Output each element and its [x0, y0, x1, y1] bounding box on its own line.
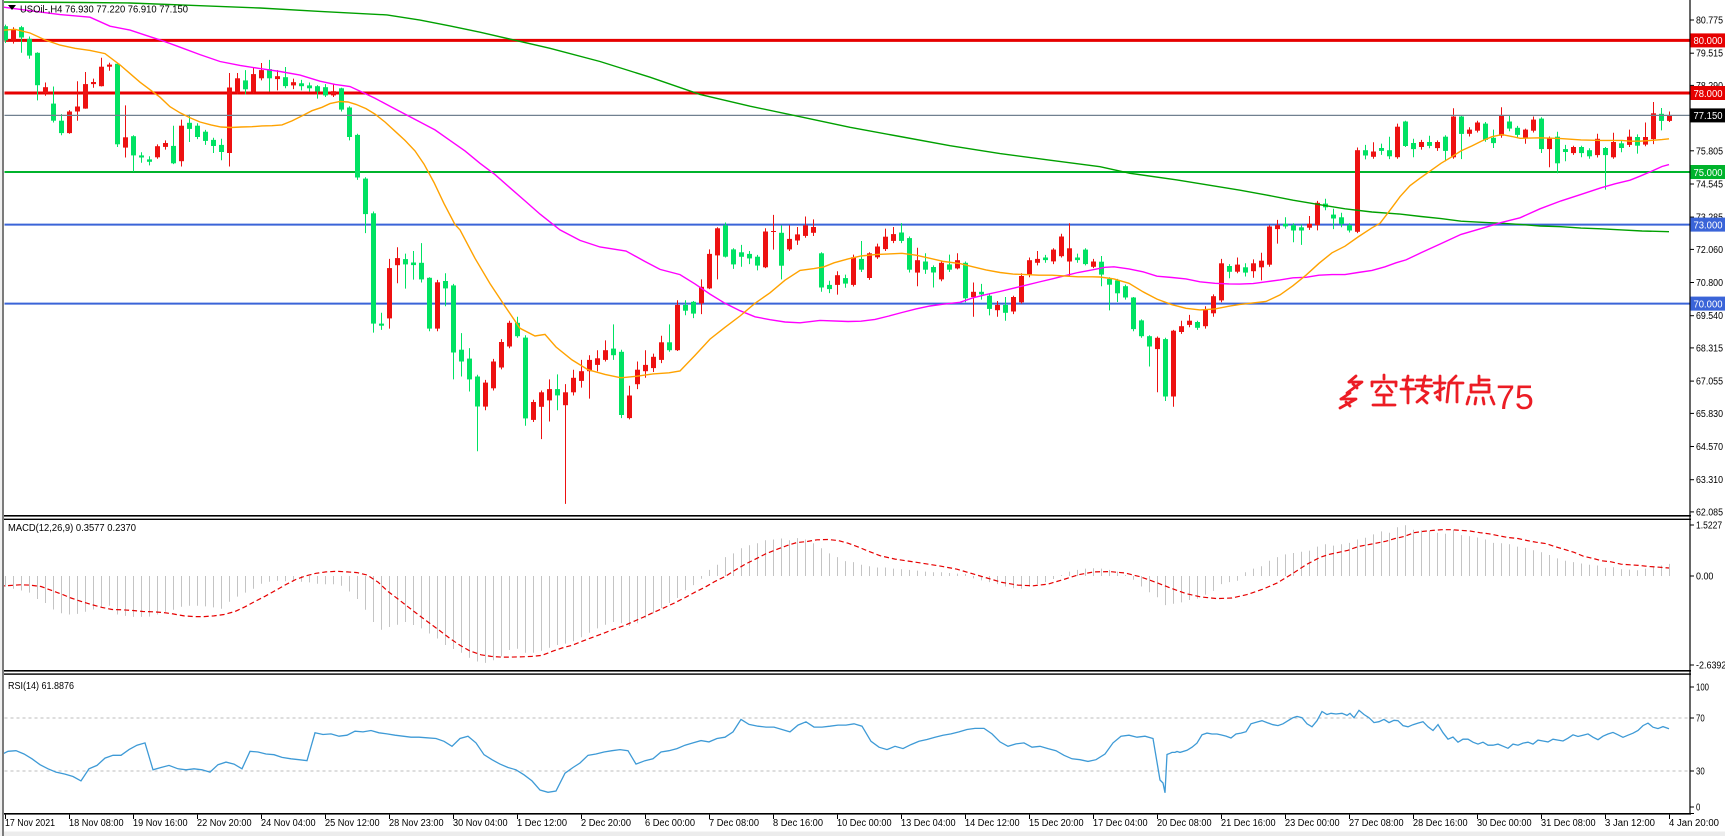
svg-text:USOil-,H4 76.930 77.220 76.910: USOil-,H4 76.930 77.220 76.910 77.150	[20, 4, 188, 16]
svg-text:MACD(12,26,9) 0.3577 0.2370: MACD(12,26,9) 0.3577 0.2370	[8, 522, 136, 534]
svg-text:77.150: 77.150	[1694, 111, 1723, 122]
svg-text:62.085: 62.085	[1696, 507, 1723, 518]
svg-text:64.570: 64.570	[1696, 442, 1723, 453]
svg-text:65.830: 65.830	[1696, 409, 1723, 420]
svg-text:80.000: 80.000	[1694, 36, 1723, 47]
svg-text:27 Dec 08:00: 27 Dec 08:00	[1349, 818, 1404, 829]
svg-text:19 Nov 16:00: 19 Nov 16:00	[133, 818, 188, 829]
svg-text:75.805: 75.805	[1696, 146, 1723, 157]
svg-text:20 Dec 08:00: 20 Dec 08:00	[1157, 818, 1212, 829]
svg-text:1 Dec 12:00: 1 Dec 12:00	[517, 818, 568, 829]
svg-text:31 Dec 08:00: 31 Dec 08:00	[1541, 818, 1596, 829]
svg-text:7 Dec 08:00: 7 Dec 08:00	[709, 818, 760, 829]
svg-text:78.000: 78.000	[1694, 89, 1723, 100]
svg-text:30: 30	[1696, 767, 1705, 778]
svg-text:0: 0	[1696, 803, 1701, 814]
svg-text:72.060: 72.060	[1696, 245, 1723, 256]
svg-text:74.545: 74.545	[1696, 180, 1723, 191]
svg-text:70.800: 70.800	[1696, 278, 1723, 289]
svg-text:70.000: 70.000	[1694, 299, 1723, 310]
svg-text:17 Dec 04:00: 17 Dec 04:00	[1093, 818, 1148, 829]
svg-text:63.310: 63.310	[1696, 475, 1723, 486]
svg-text:75: 75	[1496, 379, 1534, 417]
svg-text:0.00: 0.00	[1696, 572, 1714, 583]
svg-text:14 Dec 12:00: 14 Dec 12:00	[965, 818, 1020, 829]
svg-text:79.515: 79.515	[1696, 49, 1723, 60]
svg-text:75.000: 75.000	[1694, 168, 1723, 179]
svg-text:30 Nov 04:00: 30 Nov 04:00	[453, 818, 508, 829]
svg-text:69.540: 69.540	[1696, 311, 1723, 322]
svg-text:25 Nov 12:00: 25 Nov 12:00	[325, 818, 380, 829]
svg-text:70: 70	[1696, 714, 1705, 725]
svg-text:2 Dec 20:00: 2 Dec 20:00	[581, 818, 632, 829]
svg-text:30 Dec 00:00: 30 Dec 00:00	[1477, 818, 1532, 829]
svg-text:28 Dec 16:00: 28 Dec 16:00	[1413, 818, 1468, 829]
svg-text:21 Dec 16:00: 21 Dec 16:00	[1221, 818, 1276, 829]
svg-text:24 Nov 04:00: 24 Nov 04:00	[261, 818, 316, 829]
svg-text:3 Jan 12:00: 3 Jan 12:00	[1605, 818, 1656, 829]
svg-text:17 Nov 2021: 17 Nov 2021	[5, 818, 55, 829]
svg-text:6 Dec 00:00: 6 Dec 00:00	[645, 818, 696, 829]
svg-text:10 Dec 00:00: 10 Dec 00:00	[837, 818, 892, 829]
svg-text:23 Dec 00:00: 23 Dec 00:00	[1285, 818, 1340, 829]
svg-text:-2.6392: -2.6392	[1696, 661, 1725, 672]
svg-text:13 Dec 04:00: 13 Dec 04:00	[901, 818, 956, 829]
svg-text:67.055: 67.055	[1696, 377, 1723, 388]
svg-text:68.315: 68.315	[1696, 343, 1723, 354]
svg-text:18 Nov 08:00: 18 Nov 08:00	[69, 818, 124, 829]
svg-text:8 Dec 16:00: 8 Dec 16:00	[773, 818, 824, 829]
svg-text:28 Nov 23:00: 28 Nov 23:00	[389, 818, 444, 829]
svg-text:73.000: 73.000	[1694, 220, 1723, 231]
svg-text:RSI(14) 61.8876: RSI(14) 61.8876	[8, 680, 74, 692]
svg-text:4 Jan 20:00: 4 Jan 20:00	[1669, 818, 1720, 829]
svg-text:1.5227: 1.5227	[1696, 521, 1722, 532]
svg-text:15 Dec 20:00: 15 Dec 20:00	[1029, 818, 1084, 829]
svg-text:22 Nov 20:00: 22 Nov 20:00	[197, 818, 252, 829]
svg-text:80.775: 80.775	[1696, 16, 1723, 27]
svg-text:100: 100	[1696, 683, 1709, 694]
